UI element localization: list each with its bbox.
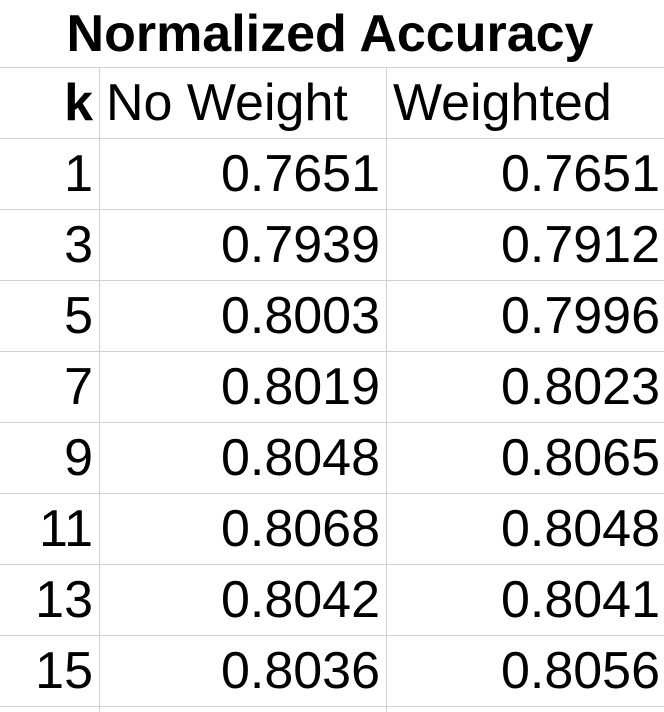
cell-no-weight[interactable]: 0.8003 bbox=[100, 281, 387, 351]
cell-weighted[interactable]: 0.7651 bbox=[500, 145, 660, 203]
table-title[interactable]: Normalized Accuracy bbox=[0, 0, 664, 68]
cell-weighted[interactable]: 0.7996 bbox=[500, 287, 660, 345]
cell-weighted[interactable]: 0.8056 bbox=[500, 642, 660, 700]
header-cell-no-weight[interactable]: No Weight bbox=[100, 68, 387, 138]
cell-weighted[interactable]: 0.8023 bbox=[500, 358, 660, 416]
cell-k[interactable]: 11 bbox=[0, 494, 100, 564]
table-row: 5 0.8003 0.7996 bbox=[0, 281, 664, 352]
table-row: 1 0.7651 0.7651 bbox=[0, 139, 664, 210]
gridline bbox=[386, 706, 387, 712]
cell-no-weight[interactable]: 0.8068 bbox=[100, 494, 387, 564]
table-row: 3 0.7939 0.7912 bbox=[0, 210, 664, 281]
table-row: 13 0.8042 0.8041 bbox=[0, 565, 664, 636]
header-cell-weighted[interactable]: Weighted bbox=[393, 74, 612, 132]
cell-no-weight[interactable]: 0.8019 bbox=[100, 352, 387, 422]
cell-k[interactable]: 13 bbox=[0, 565, 100, 635]
table-row: 7 0.8019 0.8023 bbox=[0, 352, 664, 423]
cell-no-weight[interactable]: 0.7939 bbox=[100, 210, 387, 280]
cell-no-weight[interactable]: 0.8036 bbox=[100, 636, 387, 706]
cell-weighted[interactable]: 0.8041 bbox=[500, 571, 660, 629]
cell-k[interactable]: 15 bbox=[0, 636, 100, 706]
table-row: 11 0.8068 0.8048 bbox=[0, 494, 664, 565]
table-row: 9 0.8048 0.8065 bbox=[0, 423, 664, 494]
cell-k[interactable]: 5 bbox=[0, 281, 100, 351]
table-row: 15 0.8036 0.8056 bbox=[0, 636, 664, 707]
header-cell-k[interactable]: k bbox=[0, 68, 100, 138]
cell-weighted[interactable]: 0.8065 bbox=[500, 429, 660, 487]
cell-k[interactable]: 3 bbox=[0, 210, 100, 280]
cell-k[interactable]: 1 bbox=[0, 139, 100, 209]
header-row: k No Weight Weighted bbox=[0, 68, 664, 139]
cell-k[interactable]: 7 bbox=[0, 352, 100, 422]
gridline bbox=[99, 706, 100, 712]
cell-weighted[interactable]: 0.7912 bbox=[500, 216, 660, 274]
cell-no-weight[interactable]: 0.7651 bbox=[100, 139, 387, 209]
cell-no-weight[interactable]: 0.8048 bbox=[100, 423, 387, 493]
cell-no-weight[interactable]: 0.8042 bbox=[100, 565, 387, 635]
cell-k[interactable]: 9 bbox=[0, 423, 100, 493]
cell-weighted[interactable]: 0.8048 bbox=[500, 500, 660, 558]
